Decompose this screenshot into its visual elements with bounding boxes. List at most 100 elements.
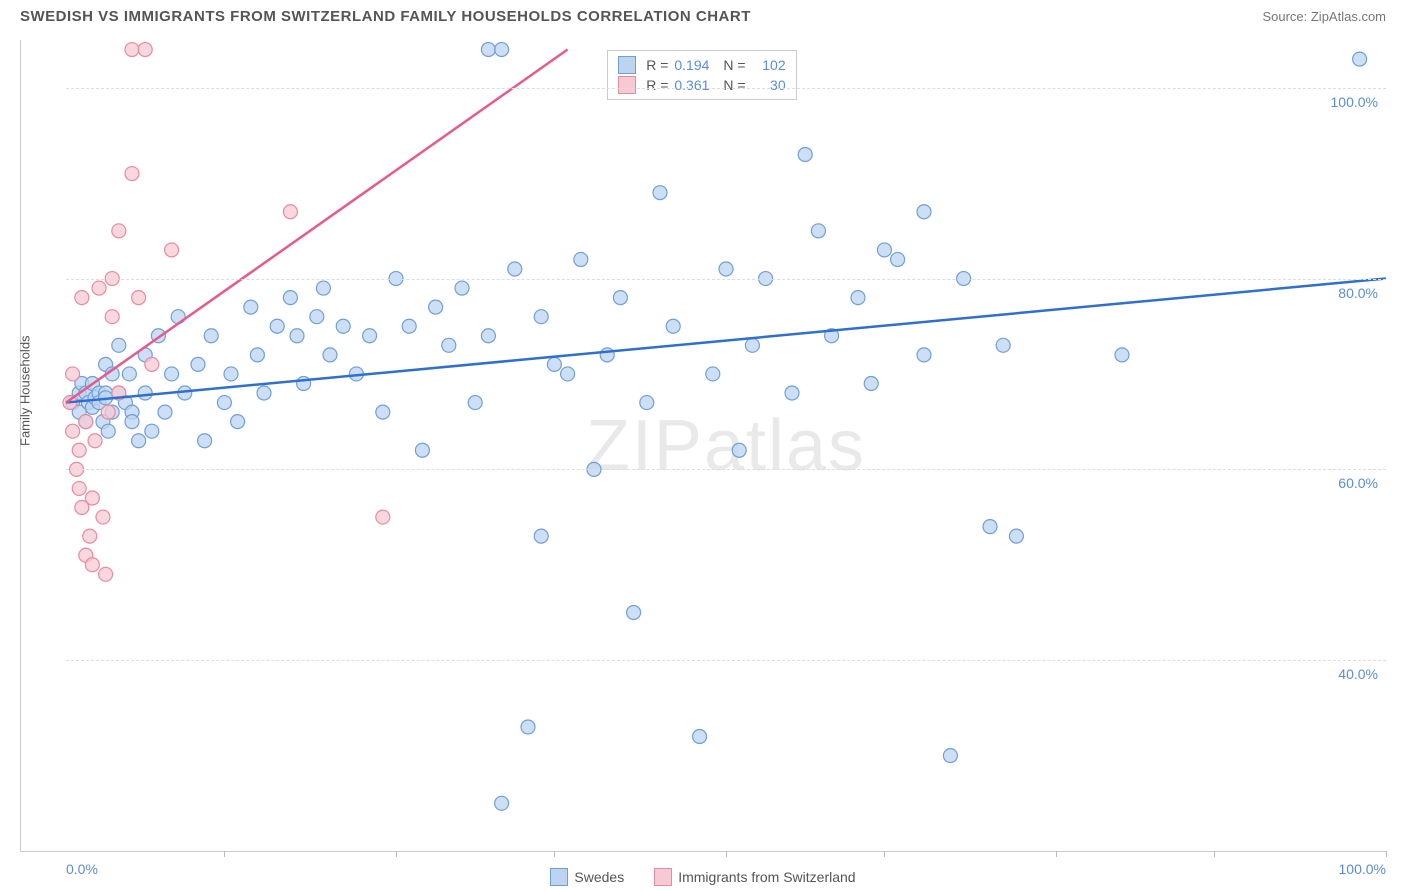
data-point <box>429 300 443 314</box>
plot-area: ZIPatlas R =0.194N =102R =0.361N =30 40.… <box>66 40 1386 851</box>
data-point <box>1353 52 1367 66</box>
data-point <box>323 348 337 362</box>
data-point <box>363 329 377 343</box>
data-point <box>402 319 416 333</box>
data-point <box>706 367 720 381</box>
data-point <box>719 262 733 276</box>
data-point <box>917 205 931 219</box>
data-point <box>495 43 509 57</box>
data-point <box>785 386 799 400</box>
data-point <box>996 338 1010 352</box>
data-point <box>534 310 548 324</box>
legend-label: Immigrants from Switzerland <box>678 869 855 885</box>
legend-label: Swedes <box>574 869 624 885</box>
data-point <box>112 338 126 352</box>
data-point <box>798 148 812 162</box>
data-point <box>917 348 931 362</box>
data-point <box>547 357 561 371</box>
scatter-svg <box>66 40 1386 851</box>
y-tick-label: 60.0% <box>1338 475 1378 491</box>
x-tick <box>1386 851 1387 857</box>
data-point <box>145 424 159 438</box>
r-value: 0.361 <box>674 77 709 93</box>
data-point <box>336 319 350 333</box>
data-point <box>132 291 146 305</box>
data-point <box>640 396 654 410</box>
n-value: 30 <box>752 77 786 93</box>
legend-swatch <box>618 76 636 94</box>
data-point <box>122 367 136 381</box>
x-tick <box>1056 851 1057 857</box>
trend-line <box>66 279 1386 403</box>
data-point <box>943 749 957 763</box>
data-point <box>224 367 238 381</box>
trend-line <box>66 50 568 403</box>
data-point <box>851 291 865 305</box>
data-point <box>198 434 212 448</box>
y-tick-label: 40.0% <box>1338 666 1378 682</box>
legend-series: Swedes Immigrants from Switzerland <box>0 868 1406 886</box>
data-point <box>165 243 179 257</box>
data-point <box>75 291 89 305</box>
data-point <box>270 319 284 333</box>
data-point <box>574 252 588 266</box>
y-tick-label: 80.0% <box>1338 285 1378 301</box>
data-point <box>101 424 115 438</box>
r-value: 0.194 <box>674 57 709 73</box>
data-point <box>217 396 231 410</box>
data-point <box>442 338 456 352</box>
legend-swatch <box>654 868 672 886</box>
gridline <box>66 469 1386 470</box>
data-point <box>495 796 509 810</box>
data-point <box>125 167 139 181</box>
n-label: N = <box>723 77 745 93</box>
data-point <box>1115 348 1129 362</box>
data-point <box>99 567 113 581</box>
data-point <box>310 310 324 324</box>
gridline <box>66 279 1386 280</box>
data-point <box>92 281 106 295</box>
data-point <box>627 605 641 619</box>
x-tick <box>554 851 555 857</box>
data-point <box>231 415 245 429</box>
data-point <box>138 43 152 57</box>
legend-stat-row: R = 0.361 N = 30 <box>618 75 785 95</box>
data-point <box>891 252 905 266</box>
legend-stat-row: R =0.194N =102 <box>618 55 785 75</box>
data-point <box>1009 529 1023 543</box>
data-point <box>283 205 297 219</box>
data-point <box>508 262 522 276</box>
gridline <box>66 660 1386 661</box>
data-point <box>864 376 878 390</box>
data-point <box>534 529 548 543</box>
y-axis-title: Family Households <box>18 335 33 446</box>
x-tick <box>726 851 727 857</box>
gridline <box>66 88 1386 89</box>
x-tick <box>224 851 225 857</box>
data-point <box>101 405 115 419</box>
data-point <box>376 405 390 419</box>
data-point <box>88 434 102 448</box>
data-point <box>283 291 297 305</box>
legend-item: Immigrants from Switzerland <box>654 868 855 886</box>
data-point <box>85 558 99 572</box>
data-point <box>468 396 482 410</box>
data-point <box>415 443 429 457</box>
data-point <box>561 367 575 381</box>
data-point <box>877 243 891 257</box>
data-point <box>112 224 126 238</box>
data-point <box>125 43 139 57</box>
data-point <box>653 186 667 200</box>
data-point <box>132 434 146 448</box>
data-point <box>138 386 152 400</box>
data-point <box>455 281 469 295</box>
data-point <box>481 43 495 57</box>
data-point <box>79 415 93 429</box>
data-point <box>613 291 627 305</box>
data-point <box>165 367 179 381</box>
r-label: R = <box>646 77 668 93</box>
data-point <box>72 481 86 495</box>
legend-swatch <box>550 868 568 886</box>
x-tick <box>884 851 885 857</box>
data-point <box>811 224 825 238</box>
